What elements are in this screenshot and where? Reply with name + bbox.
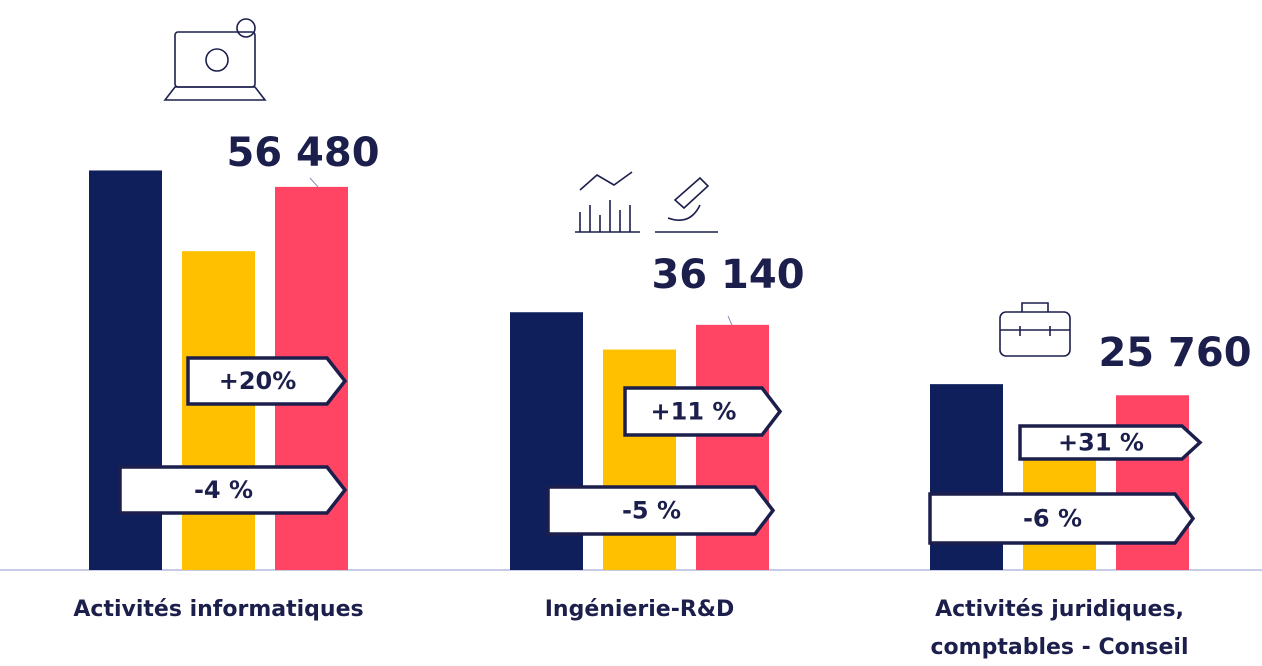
change-label: +20% <box>219 367 297 395</box>
change-label: +11 % <box>651 398 737 426</box>
category-label: Activités juridiques, comptables - Conse… <box>930 597 1189 660</box>
leader-line <box>309 177 319 188</box>
value-label: 56 480 <box>226 130 379 176</box>
category-label: Ingénierie-R&D <box>544 597 735 622</box>
leader-line <box>727 315 733 326</box>
bar <box>182 251 255 570</box>
icon-laptop <box>163 18 267 101</box>
change-badge <box>1018 424 1203 461</box>
change-label: -5 % <box>622 497 681 525</box>
change-badge <box>118 465 348 515</box>
value-label: 36 140 <box>651 252 804 298</box>
value-label: 25 760 <box>1098 330 1251 376</box>
category-label: Activités informatiques <box>73 597 364 622</box>
change-label: -4 % <box>194 476 253 504</box>
icon-research <box>575 171 718 233</box>
change-badge <box>623 386 783 437</box>
change-badge <box>928 492 1196 545</box>
bar <box>603 349 676 570</box>
change-badge <box>186 356 348 406</box>
change-badge <box>546 485 776 536</box>
change-label: +31 % <box>1058 429 1144 457</box>
icon-briefcase <box>999 302 1071 357</box>
change-label: -6 % <box>1023 505 1082 533</box>
